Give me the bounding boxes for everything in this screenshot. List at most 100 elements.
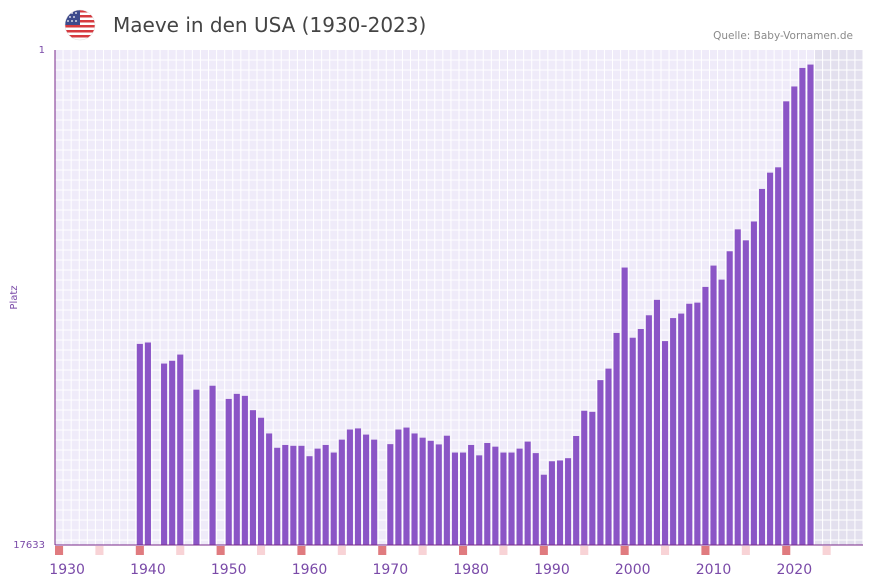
x-tick-label-1990: 1990 (534, 562, 570, 578)
bar-1950 (225, 398, 232, 545)
bar-1980 (468, 444, 475, 545)
decade-marker (782, 546, 791, 555)
bar-1998 (613, 332, 620, 545)
bar-1972 (403, 427, 410, 545)
bar-1939 (136, 343, 143, 545)
bar-2006 (678, 313, 685, 545)
bar-2004 (662, 341, 669, 545)
bar-2019 (783, 101, 790, 546)
bar-1951 (233, 393, 240, 545)
bar-2000 (629, 337, 636, 545)
half-decade-marker (337, 546, 346, 555)
bar-2015 (750, 221, 757, 546)
half-decade-marker (418, 546, 427, 555)
half-decade-marker (822, 546, 831, 555)
bar-2001 (637, 329, 644, 545)
half-decade-marker (580, 546, 589, 555)
bar-1993 (573, 435, 580, 545)
x-tick-label-2000: 2000 (615, 562, 651, 578)
half-decade-marker (661, 546, 670, 555)
bar-1948 (209, 385, 216, 545)
bar-1944 (177, 354, 184, 545)
bar-2016 (758, 188, 766, 546)
bar-1958 (290, 445, 297, 545)
bar-1986 (516, 448, 523, 545)
bar-1964 (338, 439, 345, 545)
bar-1971 (395, 429, 402, 545)
bar-2020 (791, 86, 798, 545)
bar-2009 (702, 286, 709, 545)
bar-1961 (314, 448, 321, 545)
bar-1977 (443, 435, 450, 545)
bar-2012 (726, 251, 733, 545)
bar-1940 (144, 342, 151, 545)
bar-1981 (476, 455, 483, 545)
bar-2017 (767, 172, 774, 545)
bar-2022 (807, 64, 814, 546)
bar-1989 (540, 474, 547, 545)
bar-2005 (670, 318, 677, 545)
bar-2021 (799, 67, 806, 545)
x-tick-label-1940: 1940 (130, 562, 166, 578)
y-tick-label-bottom: 17633 (13, 540, 45, 551)
half-decade-marker (95, 546, 104, 555)
bar-1995 (589, 411, 596, 545)
decade-marker (378, 546, 387, 555)
x-tick-label-1980: 1980 (453, 562, 489, 578)
bar-1952 (241, 395, 248, 545)
decade-marker (297, 546, 306, 555)
bar-1967 (363, 434, 370, 545)
bar-1953 (249, 410, 256, 545)
bar-2002 (645, 315, 652, 545)
bar-2008 (694, 302, 701, 545)
bar-1968 (371, 439, 378, 545)
half-decade-marker (499, 546, 508, 555)
bar-1963 (330, 452, 337, 545)
bar-1962 (322, 444, 329, 545)
decade-marker (55, 546, 64, 555)
x-tick-label-1950: 1950 (211, 562, 247, 578)
bar-1946 (193, 389, 200, 545)
bar-1991 (556, 460, 564, 545)
us-flag-icon (64, 9, 96, 41)
decade-marker (701, 546, 710, 555)
bar-1984 (500, 452, 507, 545)
bar-1985 (508, 452, 515, 545)
bar-1997 (605, 368, 612, 545)
bar-1994 (581, 410, 588, 545)
decade-marker (216, 546, 225, 555)
decade-marker (459, 546, 468, 555)
x-tick-label-2020: 2020 (776, 562, 812, 578)
source-credit: Quelle: Baby-Vornamen.de (713, 30, 853, 42)
bar-1975 (427, 440, 434, 545)
bar-1990 (548, 461, 555, 545)
x-tick-label-1960: 1960 (292, 562, 328, 578)
bar-1983 (492, 446, 499, 545)
bar-1943 (169, 360, 176, 545)
bar-2014 (742, 240, 749, 545)
x-tick-label-2010: 2010 (696, 562, 732, 578)
bar-1954 (258, 417, 265, 545)
bar-1987 (524, 441, 531, 545)
half-decade-marker (741, 546, 750, 555)
bar-2018 (775, 167, 782, 546)
bar-1988 (532, 453, 539, 545)
half-decade-marker (176, 546, 185, 555)
bar-1965 (346, 429, 353, 545)
bar-1976 (435, 444, 442, 545)
decade-marker (135, 546, 144, 555)
bar-1970 (387, 444, 394, 545)
half-decade-marker (257, 546, 266, 555)
y-tick-label-top: 1 (39, 45, 45, 56)
bar-1982 (484, 443, 491, 545)
bar-2007 (686, 303, 693, 545)
bar-1956 (274, 447, 281, 545)
bar-1955 (266, 433, 273, 545)
bar-1973 (411, 433, 418, 545)
bar-1996 (597, 380, 604, 545)
bar-1960 (306, 456, 313, 545)
bar-1999 (621, 267, 628, 545)
chart-title: Maeve in den USA (1930-2023) (113, 13, 427, 37)
bar-2003 (653, 299, 660, 545)
